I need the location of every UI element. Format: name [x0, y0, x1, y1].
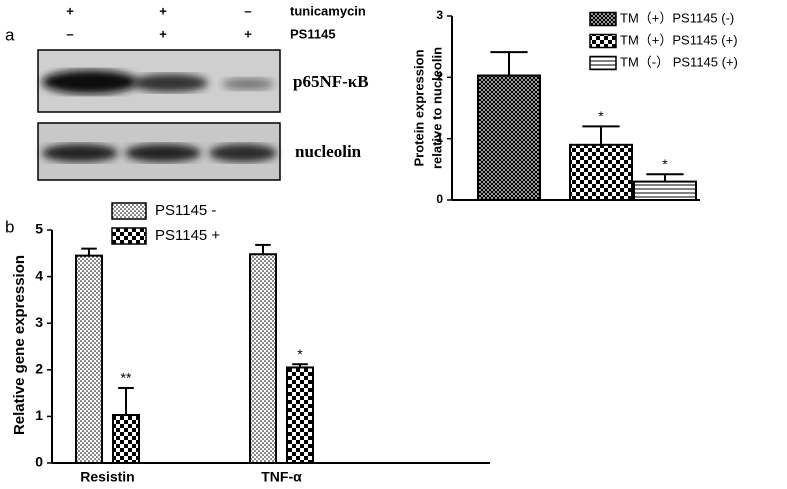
bar-chart: 0 1 2 3 4 5 Relative gene expression Resistin TN… — [11, 202, 490, 485]
bar — [112, 414, 140, 465]
legend-swatch — [111, 227, 147, 245]
legend-swatch — [589, 55, 617, 71]
y-tick-label: 5 — [35, 221, 43, 237]
significance-mark: ** — [121, 370, 132, 386]
band — [125, 144, 201, 162]
significance-mark: * — [662, 156, 668, 172]
blot-sign: + — [159, 26, 167, 41]
legend-swatch — [589, 33, 617, 49]
significance-mark: * — [598, 108, 604, 124]
bar — [249, 253, 277, 464]
y-tick-label: 1 — [35, 407, 43, 423]
significance-mark: * — [297, 346, 303, 362]
y-axis-label: Protein expression — [411, 49, 426, 166]
panel-label: b — [5, 217, 14, 236]
bar — [569, 143, 633, 202]
legend-label: TM（+）PS1145 (+) — [620, 32, 738, 47]
western-blot — [37, 49, 281, 181]
bar — [477, 74, 541, 201]
y-tick-label: 0 — [436, 192, 443, 206]
blot-row-label: tunicamycin — [290, 3, 366, 18]
legend-swatch — [589, 11, 617, 27]
y-axis-label: relative to nucleolin — [429, 47, 444, 169]
panel-label: a — [5, 25, 15, 44]
y-tick-label: 2 — [436, 70, 443, 84]
y-tick-label: 3 — [436, 8, 443, 22]
bar — [75, 254, 103, 464]
y-tick-label: 4 — [35, 267, 43, 283]
bar-chart: 0 1 2 3 Protein expression relative to nucleo… — [411, 8, 737, 206]
blot-sign: – — [66, 26, 73, 41]
y-tick-label: 3 — [35, 314, 43, 330]
x-tick-label: TNF-α — [261, 469, 302, 485]
blot-sign: + — [159, 3, 167, 18]
band — [222, 78, 274, 90]
band-label: p65NF-κB — [293, 72, 369, 91]
band — [209, 144, 277, 162]
y-tick-label: 1 — [436, 131, 443, 145]
y-tick-label: 0 — [35, 454, 43, 470]
x-tick-label: Resistin — [80, 469, 134, 485]
band — [42, 70, 138, 94]
y-axis-label: Relative gene expression — [11, 255, 28, 435]
bar — [286, 366, 314, 464]
blot-sign: – — [244, 3, 251, 18]
y-tick-label: 2 — [35, 361, 43, 377]
legend-label: TM（-） PS1145 (+) — [620, 54, 738, 69]
blot-sign: + — [244, 26, 252, 41]
blot-sign: + — [66, 3, 74, 18]
band-label: nucleolin — [295, 142, 362, 161]
bar — [633, 180, 697, 202]
blot-row-label: PS1145 — [290, 26, 336, 41]
band — [132, 74, 208, 92]
legend-swatch — [111, 202, 147, 220]
legend-label: TM（+）PS1145 (-) — [620, 10, 734, 25]
legend-label: PS1145 - — [155, 202, 216, 219]
legend-label: PS1145 + — [155, 227, 220, 244]
band — [42, 144, 118, 162]
